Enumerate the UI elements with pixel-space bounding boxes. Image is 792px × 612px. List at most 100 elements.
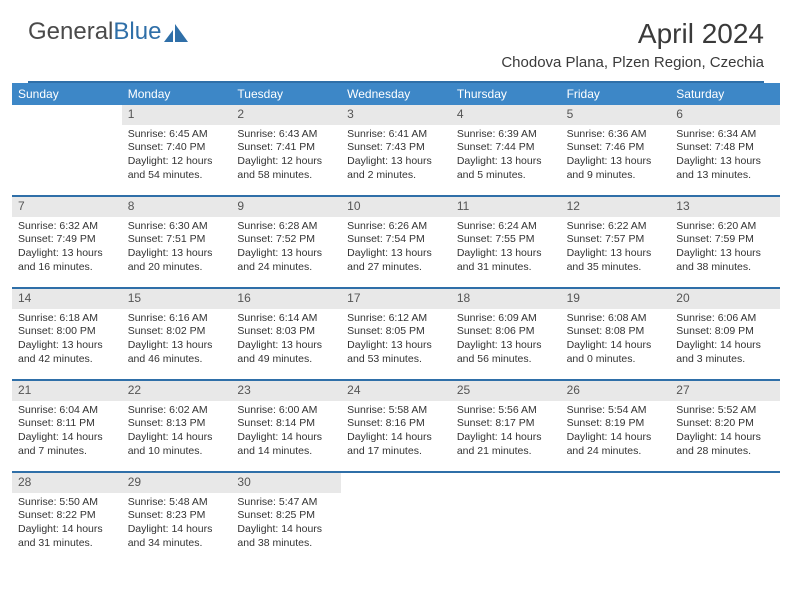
sunset-text: Sunset: 7:41 PM bbox=[237, 141, 335, 155]
day-cell: 1Sunrise: 6:45 AMSunset: 7:40 PMDaylight… bbox=[122, 105, 232, 195]
day-cell: 17Sunrise: 6:12 AMSunset: 8:05 PMDayligh… bbox=[341, 289, 451, 379]
sunset-text: Sunset: 7:52 PM bbox=[237, 233, 335, 247]
daylight-text: Daylight: 12 hours and 58 minutes. bbox=[237, 155, 335, 182]
daylight-text: Daylight: 13 hours and 53 minutes. bbox=[347, 339, 445, 366]
day-body: Sunrise: 6:39 AMSunset: 7:44 PMDaylight:… bbox=[451, 125, 561, 189]
sunset-text: Sunset: 8:14 PM bbox=[237, 417, 335, 431]
sunrise-text: Sunrise: 6:12 AM bbox=[347, 312, 445, 326]
daylight-text: Daylight: 13 hours and 24 minutes. bbox=[237, 247, 335, 274]
sunrise-text: Sunrise: 5:50 AM bbox=[18, 496, 116, 510]
day-body: Sunrise: 6:30 AMSunset: 7:51 PMDaylight:… bbox=[122, 217, 232, 281]
sunset-text: Sunset: 7:51 PM bbox=[128, 233, 226, 247]
sunset-text: Sunset: 8:05 PM bbox=[347, 325, 445, 339]
daylight-text: Daylight: 14 hours and 3 minutes. bbox=[676, 339, 774, 366]
day-number: 8 bbox=[122, 197, 232, 217]
day-number: 13 bbox=[670, 197, 780, 217]
day-body: Sunrise: 5:47 AMSunset: 8:25 PMDaylight:… bbox=[231, 493, 341, 557]
day-number: 5 bbox=[561, 105, 671, 125]
day-body: Sunrise: 6:02 AMSunset: 8:13 PMDaylight:… bbox=[122, 401, 232, 465]
day-number: 18 bbox=[451, 289, 561, 309]
logo-text-blue: Blue bbox=[113, 18, 161, 46]
sunset-text: Sunset: 8:23 PM bbox=[128, 509, 226, 523]
daylight-text: Daylight: 13 hours and 9 minutes. bbox=[567, 155, 665, 182]
day-body: Sunrise: 6:12 AMSunset: 8:05 PMDaylight:… bbox=[341, 309, 451, 373]
day-cell: 7Sunrise: 6:32 AMSunset: 7:49 PMDaylight… bbox=[12, 197, 122, 287]
day-of-week-row: Sunday Monday Tuesday Wednesday Thursday… bbox=[12, 83, 780, 105]
day-cell: 10Sunrise: 6:26 AMSunset: 7:54 PMDayligh… bbox=[341, 197, 451, 287]
sunrise-text: Sunrise: 6:24 AM bbox=[457, 220, 555, 234]
day-cell: 6Sunrise: 6:34 AMSunset: 7:48 PMDaylight… bbox=[670, 105, 780, 195]
sunset-text: Sunset: 7:54 PM bbox=[347, 233, 445, 247]
sunrise-text: Sunrise: 6:08 AM bbox=[567, 312, 665, 326]
sunrise-text: Sunrise: 6:26 AM bbox=[347, 220, 445, 234]
day-body: Sunrise: 6:36 AMSunset: 7:46 PMDaylight:… bbox=[561, 125, 671, 189]
day-number: 2 bbox=[231, 105, 341, 125]
daylight-text: Daylight: 14 hours and 21 minutes. bbox=[457, 431, 555, 458]
sunset-text: Sunset: 8:19 PM bbox=[567, 417, 665, 431]
header: GeneralBlue April 2024 Chodova Plana, Pl… bbox=[0, 0, 792, 77]
day-number: 22 bbox=[122, 381, 232, 401]
day-body: Sunrise: 5:54 AMSunset: 8:19 PMDaylight:… bbox=[561, 401, 671, 465]
sunset-text: Sunset: 7:44 PM bbox=[457, 141, 555, 155]
sunrise-text: Sunrise: 6:36 AM bbox=[567, 128, 665, 142]
day-body: Sunrise: 6:28 AMSunset: 7:52 PMDaylight:… bbox=[231, 217, 341, 281]
daylight-text: Daylight: 13 hours and 16 minutes. bbox=[18, 247, 116, 274]
daylight-text: Daylight: 13 hours and 46 minutes. bbox=[128, 339, 226, 366]
daylight-text: Daylight: 14 hours and 17 minutes. bbox=[347, 431, 445, 458]
sunrise-text: Sunrise: 6:06 AM bbox=[676, 312, 774, 326]
sunrise-text: Sunrise: 6:18 AM bbox=[18, 312, 116, 326]
sunset-text: Sunset: 7:46 PM bbox=[567, 141, 665, 155]
sunset-text: Sunset: 8:11 PM bbox=[18, 417, 116, 431]
day-number: 21 bbox=[12, 381, 122, 401]
day-cell: 15Sunrise: 6:16 AMSunset: 8:02 PMDayligh… bbox=[122, 289, 232, 379]
day-body: Sunrise: 6:00 AMSunset: 8:14 PMDaylight:… bbox=[231, 401, 341, 465]
day-number: 29 bbox=[122, 473, 232, 493]
logo-text-general: General bbox=[28, 18, 113, 46]
week-row: 1Sunrise: 6:45 AMSunset: 7:40 PMDaylight… bbox=[12, 105, 780, 195]
day-number: 14 bbox=[12, 289, 122, 309]
dow-fri: Friday bbox=[561, 83, 671, 105]
day-cell: 23Sunrise: 6:00 AMSunset: 8:14 PMDayligh… bbox=[231, 381, 341, 471]
day-cell: 3Sunrise: 6:41 AMSunset: 7:43 PMDaylight… bbox=[341, 105, 451, 195]
sunrise-text: Sunrise: 6:45 AM bbox=[128, 128, 226, 142]
day-cell: 11Sunrise: 6:24 AMSunset: 7:55 PMDayligh… bbox=[451, 197, 561, 287]
day-number: 7 bbox=[12, 197, 122, 217]
sunrise-text: Sunrise: 6:30 AM bbox=[128, 220, 226, 234]
day-body: Sunrise: 6:43 AMSunset: 7:41 PMDaylight:… bbox=[231, 125, 341, 189]
day-body: Sunrise: 5:56 AMSunset: 8:17 PMDaylight:… bbox=[451, 401, 561, 465]
day-cell bbox=[561, 473, 671, 563]
day-cell: 25Sunrise: 5:56 AMSunset: 8:17 PMDayligh… bbox=[451, 381, 561, 471]
sunrise-text: Sunrise: 5:48 AM bbox=[128, 496, 226, 510]
sunrise-text: Sunrise: 6:22 AM bbox=[567, 220, 665, 234]
day-cell: 18Sunrise: 6:09 AMSunset: 8:06 PMDayligh… bbox=[451, 289, 561, 379]
sunset-text: Sunset: 8:08 PM bbox=[567, 325, 665, 339]
daylight-text: Daylight: 14 hours and 0 minutes. bbox=[567, 339, 665, 366]
day-body: Sunrise: 6:09 AMSunset: 8:06 PMDaylight:… bbox=[451, 309, 561, 373]
day-cell: 28Sunrise: 5:50 AMSunset: 8:22 PMDayligh… bbox=[12, 473, 122, 563]
daylight-text: Daylight: 12 hours and 54 minutes. bbox=[128, 155, 226, 182]
day-cell: 13Sunrise: 6:20 AMSunset: 7:59 PMDayligh… bbox=[670, 197, 780, 287]
daylight-text: Daylight: 14 hours and 10 minutes. bbox=[128, 431, 226, 458]
sunrise-text: Sunrise: 6:32 AM bbox=[18, 220, 116, 234]
day-cell: 20Sunrise: 6:06 AMSunset: 8:09 PMDayligh… bbox=[670, 289, 780, 379]
day-body: Sunrise: 6:22 AMSunset: 7:57 PMDaylight:… bbox=[561, 217, 671, 281]
sunrise-text: Sunrise: 6:43 AM bbox=[237, 128, 335, 142]
day-body: Sunrise: 5:58 AMSunset: 8:16 PMDaylight:… bbox=[341, 401, 451, 465]
day-number: 28 bbox=[12, 473, 122, 493]
day-cell: 21Sunrise: 6:04 AMSunset: 8:11 PMDayligh… bbox=[12, 381, 122, 471]
sunrise-text: Sunrise: 6:28 AM bbox=[237, 220, 335, 234]
sunset-text: Sunset: 8:17 PM bbox=[457, 417, 555, 431]
title-block: April 2024 Chodova Plana, Plzen Region, … bbox=[501, 18, 764, 71]
day-number: 25 bbox=[451, 381, 561, 401]
sunrise-text: Sunrise: 6:04 AM bbox=[18, 404, 116, 418]
sunrise-text: Sunrise: 5:56 AM bbox=[457, 404, 555, 418]
sunset-text: Sunset: 7:57 PM bbox=[567, 233, 665, 247]
daylight-text: Daylight: 13 hours and 38 minutes. bbox=[676, 247, 774, 274]
sunrise-text: Sunrise: 6:02 AM bbox=[128, 404, 226, 418]
sunset-text: Sunset: 7:40 PM bbox=[128, 141, 226, 155]
sunset-text: Sunset: 8:13 PM bbox=[128, 417, 226, 431]
sunrise-text: Sunrise: 6:41 AM bbox=[347, 128, 445, 142]
day-body: Sunrise: 5:52 AMSunset: 8:20 PMDaylight:… bbox=[670, 401, 780, 465]
daylight-text: Daylight: 14 hours and 24 minutes. bbox=[567, 431, 665, 458]
day-body: Sunrise: 5:50 AMSunset: 8:22 PMDaylight:… bbox=[12, 493, 122, 557]
